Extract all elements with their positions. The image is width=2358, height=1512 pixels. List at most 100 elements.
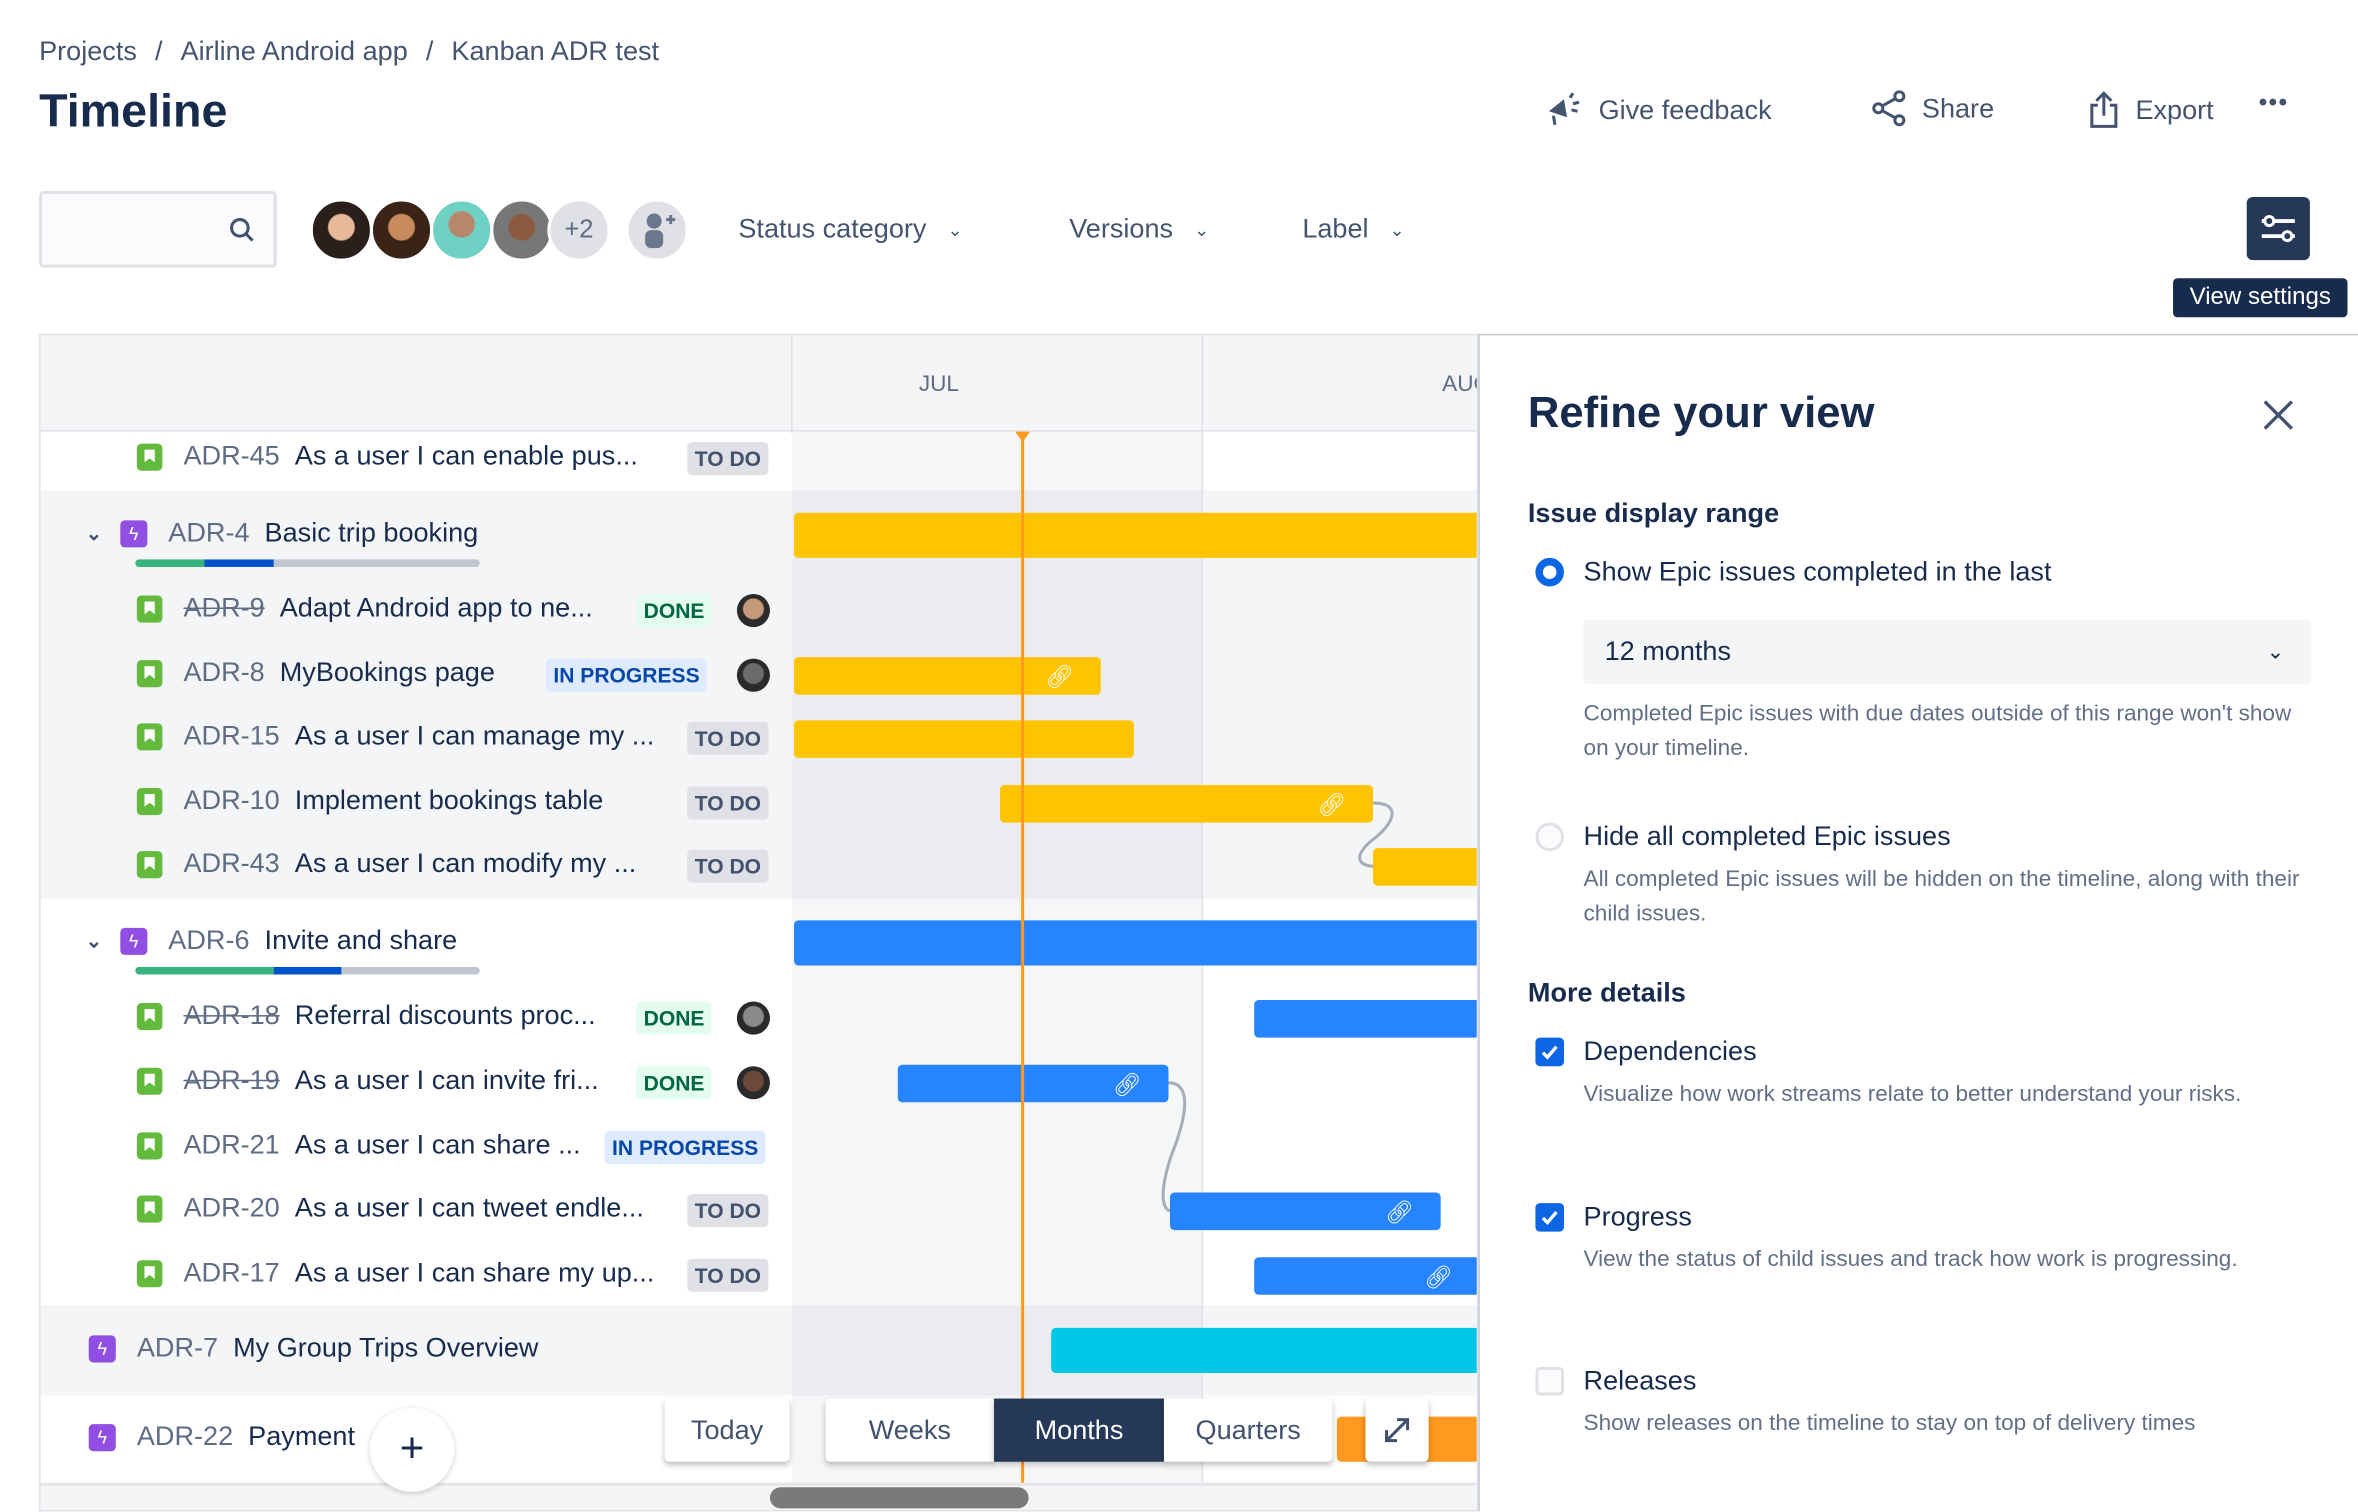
issue-key[interactable]: ADR-8	[183, 657, 265, 688]
timeline-bar-adr-19[interactable]: 🔗︎	[897, 1063, 1169, 1102]
avatar[interactable]	[369, 198, 434, 262]
timeline-bar-adr-10[interactable]: 🔗︎	[1000, 784, 1373, 822]
weeks-button[interactable]: Weeks	[825, 1398, 995, 1462]
assignee-avatar[interactable]	[736, 658, 770, 692]
issue-row-adr-8[interactable]: ADR-8 MyBookings page	[136, 657, 495, 689]
status-badge[interactable]: TO DO	[687, 721, 769, 755]
timeline-bar-adr-7[interactable]	[1051, 1327, 1477, 1373]
months-button[interactable]: Months	[994, 1398, 1164, 1462]
issue-key[interactable]: ADR-45	[183, 440, 280, 471]
show-completed-radio[interactable]	[1535, 557, 1564, 587]
issue-key[interactable]: ADR-43	[183, 848, 280, 879]
issue-row-adr-15[interactable]: ADR-15 As a user I can manage my ...	[136, 720, 655, 752]
issue-key[interactable]: ADR-17	[183, 1257, 280, 1288]
assignee-avatar[interactable]	[736, 594, 770, 628]
status-badge[interactable]: TO DO	[687, 1258, 769, 1292]
timeline-bar-adr-4[interactable]	[794, 512, 1477, 558]
issue-key[interactable]: ADR-9	[183, 592, 265, 623]
today-button[interactable]: Today	[664, 1398, 790, 1462]
issue-row-adr-43[interactable]: ADR-43 As a user I can modify my ...	[136, 848, 636, 880]
megaphone-icon	[1548, 92, 1580, 126]
issue-key[interactable]: ADR-18	[183, 1000, 280, 1031]
status-badge[interactable]: TO DO	[687, 849, 769, 883]
versions-filter[interactable]: Versions ⌄	[1069, 214, 1209, 246]
label-filter[interactable]: Label ⌄	[1302, 214, 1404, 246]
issue-key[interactable]: ADR-19	[183, 1064, 280, 1095]
issue-key[interactable]: ADR-21	[183, 1129, 280, 1160]
issue-key[interactable]: ADR-7	[136, 1332, 219, 1363]
status-badge[interactable]: TO DO	[687, 1194, 769, 1228]
link-icon[interactable]: 🔗︎	[1112, 1071, 1142, 1098]
export-button[interactable]: Export	[2087, 90, 2214, 129]
chevron-down-icon[interactable]: ⌄	[85, 928, 103, 952]
create-issue-button[interactable]: +	[369, 1407, 455, 1492]
view-settings-tooltip: View settings	[2173, 278, 2348, 318]
timeline-bar-adr-43[interactable]	[1372, 847, 1477, 886]
progress-checkbox[interactable]	[1535, 1203, 1564, 1232]
hide-completed-radio[interactable]	[1535, 822, 1564, 852]
status-badge[interactable]: DONE	[636, 1001, 712, 1035]
assignee-avatar[interactable]	[736, 1066, 770, 1100]
epic-progress-bar	[135, 966, 480, 975]
timeline-bar-adr-17[interactable]: 🔗︎	[1254, 1256, 1477, 1295]
breadcrumb-board[interactable]: Kanban ADR test	[451, 36, 660, 67]
more-actions-button[interactable]: •••	[2258, 90, 2289, 116]
issue-row-adr-21[interactable]: ADR-21 As a user I can share ...	[136, 1129, 581, 1161]
issue-row-adr-10[interactable]: ADR-10 Implement bookings table	[136, 784, 603, 817]
issue-key[interactable]: ADR-22	[136, 1421, 234, 1452]
months-range-select[interactable]: 12 months ⌄	[1583, 619, 2312, 685]
timeline-bar-adr-18[interactable]	[1254, 999, 1477, 1037]
status-badge[interactable]: IN PROGRESS	[604, 1130, 766, 1164]
timeline-bar-adr-6[interactable]	[794, 920, 1477, 966]
timeline-bar-adr-8[interactable]: 🔗︎	[794, 656, 1101, 695]
show-completed-label: Show Epic issues completed in the last	[1583, 556, 2052, 587]
close-icon[interactable]	[2262, 399, 2295, 432]
avatar[interactable]	[490, 198, 554, 262]
scrollbar-thumb[interactable]	[769, 1487, 1029, 1509]
issue-row-adr-4[interactable]: ⌄ ϟ ADR-4 Basic trip booking	[86, 517, 478, 549]
view-settings-button[interactable]	[2246, 197, 2310, 261]
issue-row-adr-6[interactable]: ⌄ ϟ ADR-6 Invite and share	[86, 925, 457, 957]
status-category-filter[interactable]: Status category ⌄	[738, 214, 962, 246]
details-heading: More details	[1527, 977, 1686, 1008]
status-badge[interactable]: TO DO	[687, 442, 769, 476]
issue-key[interactable]: ADR-6	[168, 924, 250, 955]
chevron-down-icon[interactable]: ⌄	[85, 521, 103, 544]
issue-key[interactable]: ADR-15	[183, 720, 280, 751]
breadcrumb-projects[interactable]: Projects	[39, 36, 137, 67]
status-badge[interactable]: DONE	[636, 1066, 712, 1100]
issue-key[interactable]: ADR-4	[168, 517, 250, 548]
link-icon[interactable]: 🔗︎	[1424, 1263, 1453, 1290]
assignee-avatar[interactable]	[736, 1001, 770, 1035]
search-input[interactable]	[39, 190, 277, 268]
dependencies-checkbox[interactable]	[1535, 1037, 1564, 1067]
give-feedback-button[interactable]: Give feedback	[1544, 90, 1772, 129]
issue-row-adr-20[interactable]: ADR-20 As a user I can tweet endle...	[136, 1192, 644, 1225]
status-badge[interactable]: DONE	[636, 594, 712, 628]
status-badge[interactable]: IN PROGRESS	[545, 658, 708, 692]
add-people-button[interactable]	[625, 198, 689, 262]
horizontal-scrollbar[interactable]	[40, 1482, 1477, 1510]
issue-key[interactable]: ADR-20	[183, 1192, 280, 1223]
issue-key[interactable]: ADR-10	[183, 784, 280, 816]
status-badge[interactable]: TO DO	[687, 786, 769, 820]
share-button[interactable]: Share	[1871, 90, 1994, 127]
issue-row-adr-18[interactable]: ADR-18 Referral discounts proc...	[136, 1000, 596, 1032]
issue-row-adr-7[interactable]: ϟ ADR-7 My Group Trips Overview	[88, 1332, 539, 1364]
avatar[interactable]	[430, 198, 494, 262]
issue-row-adr-17[interactable]: ADR-17 As a user I can share my up...	[136, 1257, 655, 1289]
releases-checkbox[interactable]	[1535, 1366, 1564, 1396]
issue-row-adr-45[interactable]: ADR-45 As a user I can enable pus...	[136, 440, 638, 473]
avatar[interactable]	[309, 198, 373, 262]
issue-row-adr-9[interactable]: ADR-9 Adapt Android app to ne...	[136, 592, 593, 625]
link-icon[interactable]: 🔗︎	[1045, 663, 1074, 690]
link-icon[interactable]: 🔗︎	[1317, 791, 1346, 818]
fullscreen-button[interactable]	[1365, 1398, 1429, 1462]
link-icon[interactable]: 🔗︎	[1384, 1199, 1414, 1225]
timeline-bar-adr-20[interactable]: 🔗︎	[1169, 1191, 1441, 1230]
breadcrumb-project[interactable]: Airline Android app	[180, 36, 408, 67]
issue-row-adr-19[interactable]: ADR-19 As a user I can invite fri...	[136, 1064, 599, 1097]
quarters-button[interactable]: Quarters	[1163, 1398, 1333, 1462]
timeline-bar-adr-15[interactable]	[794, 719, 1134, 758]
more-avatars[interactable]: +2	[547, 198, 611, 262]
